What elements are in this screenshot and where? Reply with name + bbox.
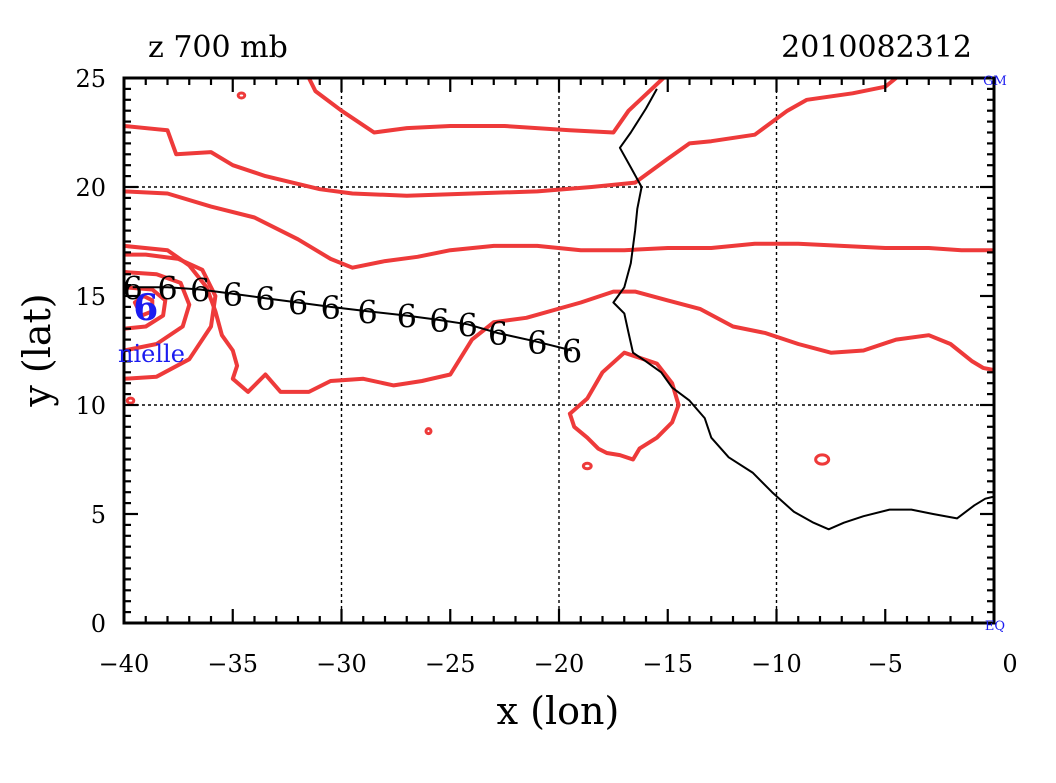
x-tick-label: −35 bbox=[207, 650, 258, 678]
x-tick-label: −15 bbox=[642, 650, 693, 678]
track-line bbox=[132, 286, 573, 352]
x-tick-label: −5 bbox=[868, 650, 903, 678]
contour-blob bbox=[236, 91, 247, 100]
contour-line bbox=[124, 78, 899, 198]
track-marker: 6 bbox=[357, 293, 377, 331]
y-tick-label: 25 bbox=[75, 65, 106, 93]
y-tick-label: 15 bbox=[75, 283, 106, 311]
contour-blob bbox=[814, 453, 831, 466]
track-marker: 6 bbox=[190, 271, 210, 309]
map-timestamp: 2010082312 bbox=[781, 30, 972, 65]
contour-blob bbox=[125, 396, 136, 405]
contour-line bbox=[567, 350, 681, 462]
x-tick-label: −25 bbox=[425, 650, 476, 678]
contour-line bbox=[124, 189, 994, 270]
contour-line bbox=[124, 270, 192, 353]
grid-lines bbox=[124, 78, 994, 623]
track-marker: 6 bbox=[429, 302, 449, 340]
contour-line bbox=[306, 78, 666, 135]
y-tick-label: 10 bbox=[75, 392, 106, 420]
contour-line bbox=[124, 243, 994, 394]
y-tick-label: 5 bbox=[91, 501, 106, 529]
track-marker: 6 bbox=[320, 289, 340, 327]
contour-line bbox=[124, 252, 218, 381]
corner-label-bottom-right: EQ bbox=[985, 619, 1005, 634]
map-title: z 700 mb bbox=[148, 30, 288, 65]
track-marker: 6 bbox=[488, 315, 508, 353]
storm-name-label: nielle bbox=[118, 340, 185, 368]
x-axis-label: x (lon) bbox=[497, 689, 620, 733]
y-axis-label: y (lat) bbox=[15, 293, 59, 407]
y-tick-label: 20 bbox=[75, 174, 106, 202]
track-marker: 6 bbox=[397, 298, 417, 336]
track-marker: 6 bbox=[255, 280, 275, 318]
contour-blob bbox=[581, 461, 593, 471]
storm-center-marker: 6 bbox=[133, 287, 158, 329]
x-tick-label: −20 bbox=[534, 650, 585, 678]
track-marker: 6 bbox=[157, 269, 177, 307]
corner-label-top-right: GM bbox=[983, 74, 1007, 89]
track-marker: 6 bbox=[123, 269, 143, 307]
coastline bbox=[612, 88, 994, 531]
x-tick-label: −40 bbox=[99, 650, 150, 678]
track-marker: 6 bbox=[527, 324, 547, 362]
storm-track: 6 6 6 6 6 6 6 6 6 6 6 6 6 66 bbox=[123, 269, 583, 370]
height-contours bbox=[124, 78, 994, 471]
track-marker: 6 bbox=[223, 276, 243, 314]
coastline-path bbox=[612, 88, 994, 531]
x-tick-labels: −40 −35 −30 −25 −20 −15 −10 −5 0 bbox=[99, 650, 1018, 678]
contour-blob bbox=[424, 427, 433, 436]
track-marker: 6 bbox=[288, 285, 308, 323]
x-tick-label: 0 bbox=[1002, 650, 1017, 678]
track-marker: 6 bbox=[457, 306, 477, 344]
y-tick-labels: 0 5 10 15 20 25 bbox=[75, 65, 106, 638]
contour-line bbox=[124, 285, 168, 331]
x-tick-label: −10 bbox=[751, 650, 802, 678]
x-tick-label: −30 bbox=[316, 650, 367, 678]
axis-ticks bbox=[122, 76, 996, 625]
y-tick-label: 0 bbox=[91, 610, 106, 638]
track-marker: 6 bbox=[562, 333, 582, 371]
contour-line bbox=[132, 294, 155, 318]
